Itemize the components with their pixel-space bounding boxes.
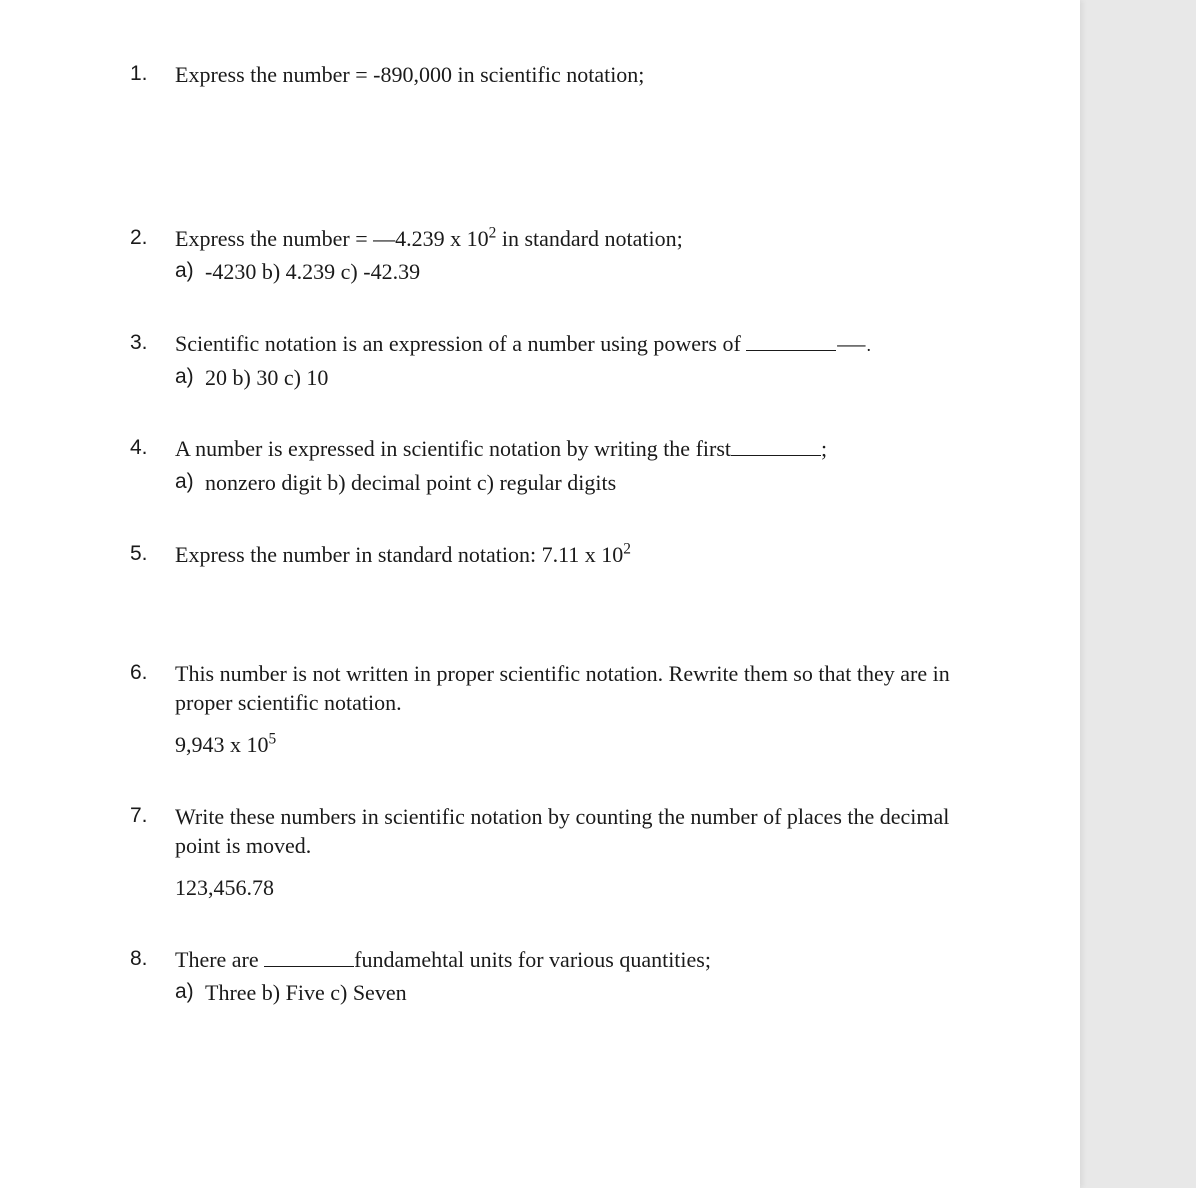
question-5: 5. Express the number in standard notati… bbox=[130, 540, 960, 574]
question-3: 3. Scientific notation is an expression … bbox=[130, 329, 960, 392]
question-4: 4. A number is expressed in scientific n… bbox=[130, 434, 960, 497]
spacer bbox=[130, 790, 960, 802]
question-number: 6. bbox=[130, 659, 175, 760]
question-number: 1. bbox=[130, 60, 175, 94]
question-text: Express the number in standard notation:… bbox=[175, 540, 960, 570]
value-part: 9,943 x 10 bbox=[175, 732, 269, 757]
question-1: 1. Express the number = -890,000 in scie… bbox=[130, 60, 960, 94]
text-part: Express the number = bbox=[175, 226, 373, 251]
value-part: 123,456.78 bbox=[175, 875, 274, 900]
answer-text: -4230 b) 4.239 c) -42.39 bbox=[205, 257, 960, 287]
question-text: Express the number = -890,000 in scienti… bbox=[175, 60, 960, 90]
text-part: — bbox=[373, 226, 395, 251]
answer-label: a) bbox=[175, 257, 205, 287]
spacer bbox=[130, 528, 960, 540]
question-body: Write these numbers in scientific notati… bbox=[175, 802, 960, 903]
text-part: Write these numbers in scientific notati… bbox=[175, 804, 949, 859]
question-value: 9,943 x 105 bbox=[175, 730, 960, 760]
fill-blank bbox=[746, 331, 836, 351]
answer-label: a) bbox=[175, 468, 205, 498]
text-part: in standard notation; bbox=[496, 226, 682, 251]
question-text: Write these numbers in scientific notati… bbox=[175, 802, 960, 861]
spacer bbox=[130, 604, 960, 659]
question-text: Scientific notation is an expression of … bbox=[175, 329, 960, 359]
question-text: Express the number = —4.239 x 102 in sta… bbox=[175, 224, 960, 254]
question-body: A number is expressed in scientific nota… bbox=[175, 434, 960, 497]
question-number: 8. bbox=[130, 945, 175, 1008]
answer-options: a) -4230 b) 4.239 c) -42.39 bbox=[175, 257, 960, 287]
document-page: 1. Express the number = -890,000 in scie… bbox=[0, 0, 1080, 1188]
answer-text: 20 b) 30 c) 10 bbox=[205, 363, 960, 393]
superscript: 2 bbox=[623, 540, 631, 557]
spacer bbox=[130, 422, 960, 434]
text-part: fundamehtal units for various quantities… bbox=[354, 947, 711, 972]
answer-options: a) 20 b) 30 c) 10 bbox=[175, 363, 960, 393]
answer-text: nonzero digit b) decimal point c) regula… bbox=[205, 468, 960, 498]
question-text: This number is not written in proper sci… bbox=[175, 659, 960, 718]
question-number: 3. bbox=[130, 329, 175, 392]
fill-blank bbox=[731, 437, 821, 457]
question-6: 6. This number is not written in proper … bbox=[130, 659, 960, 760]
question-number: 2. bbox=[130, 224, 175, 287]
question-number: 7. bbox=[130, 802, 175, 903]
question-body: Express the number = —4.239 x 102 in sta… bbox=[175, 224, 960, 287]
arrow-icon: ⸺. bbox=[836, 335, 871, 355]
question-8: 8. There are fundamehtal units for vario… bbox=[130, 945, 960, 1008]
text-part: Express the number in standard notation:… bbox=[175, 542, 623, 567]
question-number: 4. bbox=[130, 434, 175, 497]
fill-blank bbox=[264, 947, 354, 967]
text-part: ; bbox=[821, 436, 827, 461]
text-part: There are bbox=[175, 947, 264, 972]
question-text: There are fundamehtal units for various … bbox=[175, 945, 960, 975]
answer-text: Three b) Five c) Seven bbox=[205, 978, 960, 1008]
text-part: Express the number = -890,000 in scienti… bbox=[175, 62, 644, 87]
question-number: 5. bbox=[130, 540, 175, 574]
question-value: 123,456.78 bbox=[175, 873, 960, 903]
text-part: 4.239 x 10 bbox=[395, 226, 489, 251]
text-part: This number is not written in proper sci… bbox=[175, 661, 950, 716]
superscript: 5 bbox=[269, 731, 277, 748]
question-2: 2. Express the number = —4.239 x 102 in … bbox=[130, 224, 960, 287]
question-7: 7. Write these numbers in scientific not… bbox=[130, 802, 960, 903]
question-body: This number is not written in proper sci… bbox=[175, 659, 960, 760]
question-body: There are fundamehtal units for various … bbox=[175, 945, 960, 1008]
spacer bbox=[130, 933, 960, 945]
question-body: Express the number in standard notation:… bbox=[175, 540, 960, 574]
spacer bbox=[130, 317, 960, 329]
question-text: A number is expressed in scientific nota… bbox=[175, 434, 960, 464]
answer-options: a) nonzero digit b) decimal point c) reg… bbox=[175, 468, 960, 498]
answer-label: a) bbox=[175, 363, 205, 393]
text-part: A number is expressed in scientific nota… bbox=[175, 436, 731, 461]
answer-options: a) Three b) Five c) Seven bbox=[175, 978, 960, 1008]
question-body: Express the number = -890,000 in scienti… bbox=[175, 60, 960, 94]
text-part: Scientific notation is an expression of … bbox=[175, 331, 746, 356]
answer-label: a) bbox=[175, 978, 205, 1008]
question-body: Scientific notation is an expression of … bbox=[175, 329, 960, 392]
spacer bbox=[130, 124, 960, 224]
